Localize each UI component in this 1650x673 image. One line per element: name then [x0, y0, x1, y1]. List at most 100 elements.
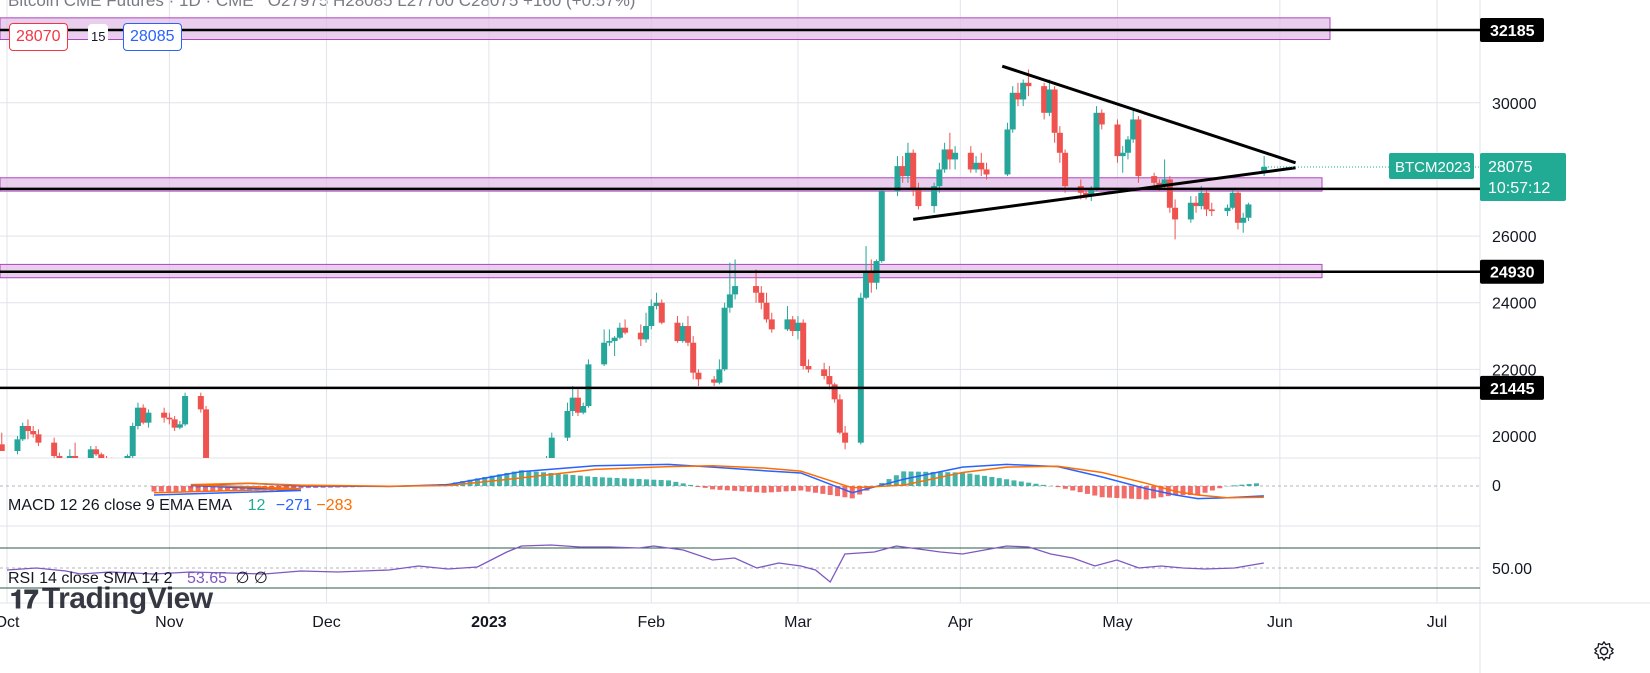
- macd-histogram-bar: [820, 486, 826, 494]
- candle-down: [1203, 192, 1210, 210]
- time-axis-label: Mar: [784, 614, 812, 631]
- candle-down: [946, 149, 953, 160]
- candle-up: [732, 286, 739, 295]
- candle-down: [768, 319, 775, 330]
- time-axis-label: Jul: [1427, 614, 1447, 631]
- macd-legend[interactable]: MACD 12 26 close 9 EMA EMA 12 −271 −283: [8, 497, 352, 515]
- macd-histogram-bar: [952, 472, 958, 486]
- macd-histogram-bar: [607, 477, 613, 486]
- candle-down: [674, 322, 681, 342]
- candle-up: [585, 364, 592, 407]
- trendline: [912, 166, 1296, 221]
- candle-up: [124, 455, 131, 458]
- macd-histogram-bar: [188, 486, 194, 492]
- candle-down: [1014, 92, 1021, 100]
- macd-histogram-bar: [1048, 486, 1054, 487]
- macd-histogram-bar: [732, 486, 738, 491]
- macd-histogram-bar: [195, 486, 201, 488]
- macd-histogram-bar: [1070, 486, 1076, 491]
- macd-histogram-bar: [298, 486, 304, 489]
- candle-down: [978, 162, 985, 170]
- macd-histogram-bar: [195, 486, 201, 492]
- candle-down: [826, 376, 833, 385]
- candle-down: [1151, 176, 1158, 183]
- rsi-axis-label: 50.00: [1492, 561, 1532, 578]
- candle-down: [800, 322, 807, 367]
- price-tick-label: 30000: [1492, 96, 1537, 113]
- candle-up: [973, 162, 980, 170]
- candle-up: [1009, 92, 1016, 130]
- macd-histogram-bar: [1239, 484, 1245, 486]
- rsi-legend[interactable]: RSI 14 close SMA 14 2 53.65 ∅ ∅: [8, 568, 268, 588]
- candle-up: [580, 406, 587, 413]
- rsi-label: RSI 14 close SMA 14 2: [8, 570, 173, 587]
- macd-histogram-bar: [261, 486, 267, 487]
- macd-histogram-bar: [202, 486, 208, 492]
- candle-down: [763, 302, 770, 320]
- macd-histogram-bar: [320, 486, 326, 488]
- candle-down: [1098, 112, 1105, 125]
- candle-down: [171, 419, 178, 428]
- macd-histogram-bar: [232, 486, 238, 492]
- macd-histogram-bar: [790, 486, 796, 491]
- candle-up: [784, 319, 791, 330]
- signal-line-value: −283: [316, 497, 353, 514]
- macd-histogram-bar: [1033, 483, 1039, 486]
- candle-down: [24, 426, 31, 432]
- macd-histogram-bar: [599, 477, 605, 486]
- candle-up: [648, 306, 655, 327]
- macd-histogram-bar: [967, 473, 973, 486]
- macd-histogram-bar: [173, 486, 179, 492]
- time-axis-label: Apr: [948, 614, 974, 631]
- candle-down: [622, 327, 629, 333]
- candle-down: [197, 396, 204, 410]
- macd-histogram-bar: [658, 480, 664, 486]
- candle-down: [836, 399, 843, 433]
- candle-up: [134, 407, 141, 427]
- candle-up: [87, 449, 94, 458]
- macd-histogram-bar: [548, 472, 554, 486]
- macd-histogram-bar: [827, 486, 833, 495]
- macd-value: 12: [247, 497, 266, 514]
- sell-price-button[interactable]: 28070: [9, 23, 68, 51]
- buy-price-button[interactable]: 28085: [123, 23, 182, 51]
- rsi-flags: ∅ ∅: [235, 570, 268, 587]
- candle-down: [1051, 89, 1058, 133]
- countdown-label: 10:57:12: [1488, 180, 1550, 197]
- candle-up: [601, 342, 608, 365]
- macd-histogram-bar: [746, 486, 752, 492]
- last-price-badge-bg: [1480, 152, 1566, 201]
- candle-down: [695, 372, 702, 380]
- macd-histogram-bar: [636, 479, 642, 486]
- macd-histogram-bar: [1246, 483, 1252, 486]
- candle-up: [716, 369, 723, 383]
- macd-histogram-bar: [1114, 486, 1120, 498]
- support-resistance-zone: [0, 17, 1331, 40]
- candle-down: [203, 409, 210, 458]
- candle-up: [1130, 119, 1137, 140]
- macd-histogram-bar: [673, 481, 679, 486]
- candle-down: [658, 302, 665, 323]
- macd-histogram-bar: [695, 486, 701, 487]
- macd-histogram-bar: [768, 486, 774, 493]
- candle-up: [109, 459, 115, 464]
- macd-histogram-bar: [570, 474, 576, 486]
- candle-up: [533, 508, 539, 518]
- symbol-badge: BTCM2023: [1395, 159, 1471, 176]
- candle-up: [794, 322, 801, 332]
- macd-histogram-bar: [1092, 486, 1098, 496]
- macd-histogram-bar: [908, 471, 914, 486]
- candle-down: [30, 431, 37, 435]
- settings-gear-icon[interactable]: [1593, 640, 1615, 662]
- macd-histogram-bar: [1165, 486, 1171, 497]
- macd-histogram-bar: [541, 472, 547, 486]
- candle-up: [1261, 166, 1268, 172]
- candle-up: [1245, 204, 1252, 218]
- rsi-line: [6, 544, 1264, 584]
- macd-histogram-bar: [1026, 482, 1032, 486]
- macd-histogram-bar: [1217, 486, 1223, 489]
- candle-up: [904, 152, 911, 177]
- candle-up: [19, 426, 26, 440]
- time-axis-label: 2023: [471, 614, 507, 631]
